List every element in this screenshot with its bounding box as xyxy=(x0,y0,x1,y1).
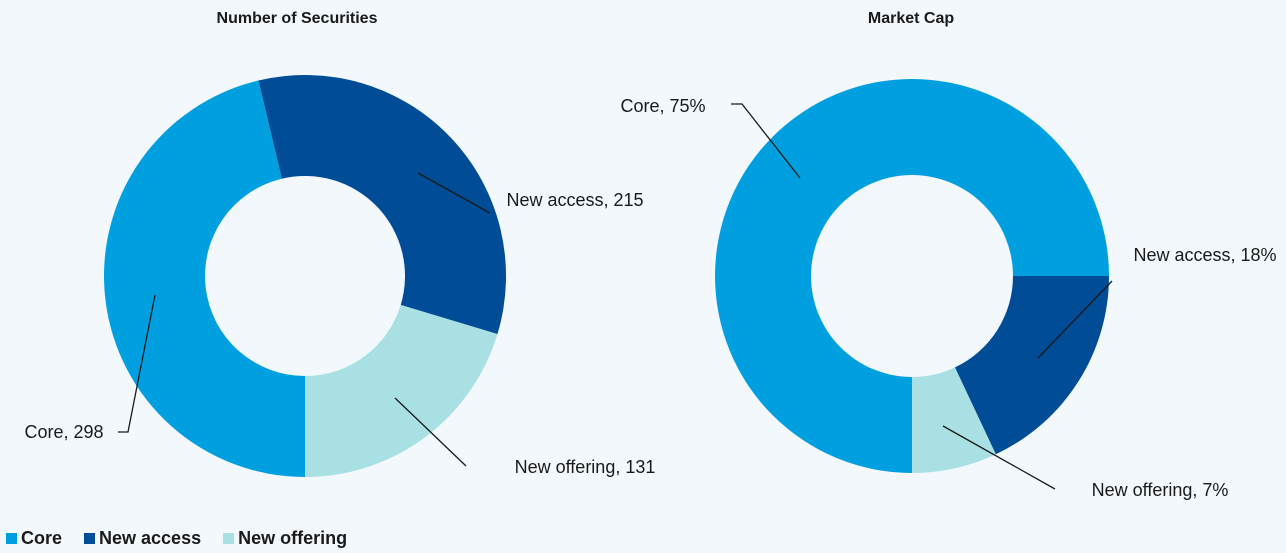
chart-title: Market Cap xyxy=(867,10,955,27)
leader-line xyxy=(1037,280,1113,359)
legend-item: Core xyxy=(6,528,62,549)
legend-label: New offering xyxy=(238,528,348,548)
leader-line xyxy=(731,103,801,179)
legend-label: Core xyxy=(21,528,63,548)
leader-line xyxy=(417,172,491,214)
chart-title: Number of Securities xyxy=(216,10,378,27)
data-label: New offering, 7% xyxy=(1091,480,1229,500)
donut-slice xyxy=(305,304,498,477)
data-label: Core, 298 xyxy=(24,422,104,442)
donut-slice xyxy=(103,80,305,478)
leader-line xyxy=(118,294,156,433)
legend-swatch xyxy=(84,533,96,544)
legend: Core New access New offering xyxy=(6,528,347,549)
data-label: New offering, 131 xyxy=(514,457,656,477)
legend-item: New offering xyxy=(223,528,347,549)
donut-slice xyxy=(715,79,1109,473)
data-label: New access, 215 xyxy=(506,190,644,210)
data-label: New access, 18% xyxy=(1133,245,1277,265)
leader-lines xyxy=(118,103,1113,490)
donut-slice xyxy=(955,276,1109,455)
data-label: Core, 75% xyxy=(620,96,706,116)
legend-swatch xyxy=(223,533,235,544)
donut-slice xyxy=(912,367,996,473)
legend-label: New access xyxy=(99,528,202,548)
leader-line xyxy=(394,397,467,467)
legend-item: New access xyxy=(84,528,201,549)
legend-swatch xyxy=(6,533,17,544)
leader-line xyxy=(942,425,1056,490)
donut-slice xyxy=(258,75,506,334)
